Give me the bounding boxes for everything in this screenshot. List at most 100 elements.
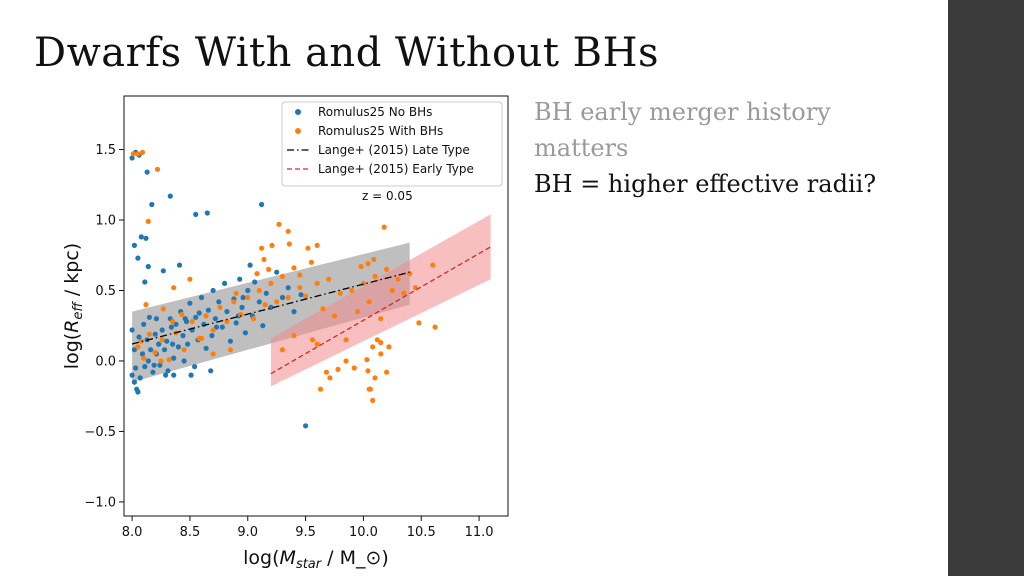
point-with-bh-100 [233,290,239,296]
y-tick-label-5: 1.5 [95,143,116,158]
point-no-bh-97 [213,324,220,330]
legend-marker-0 [295,109,301,115]
point-no-bh-43 [170,341,176,347]
point-no-bh-90 [188,372,194,378]
legend-label-0: Romulus25 No BHs [318,105,432,119]
point-with-bh-28 [231,299,237,305]
point-with-bh-61 [432,324,438,330]
point-no-bh-57 [198,294,205,301]
point-with-bh-12 [179,311,185,318]
point-with-bh-64 [269,242,275,248]
x-tick-label-1: 8.5 [180,525,201,540]
point-with-bh-36 [279,273,286,279]
point-with-bh-33 [262,302,268,308]
point-no-bh-96 [196,310,202,316]
point-with-bh-40 [303,293,309,299]
point-with-bh-72 [358,263,364,270]
point-with-bh-95 [227,347,233,353]
point-with-bh-84 [372,375,378,381]
point-with-bh-102 [266,266,272,272]
point-with-bh-65 [286,241,292,247]
point-no-bh-26 [139,351,146,357]
point-with-bh-77 [364,357,370,363]
point-no-bh-51 [185,341,191,347]
point-with-bh-48 [349,287,355,294]
point-with-bh-29 [238,311,244,318]
point-no-bh-9 [204,210,210,216]
point-with-bh-6 [285,228,291,234]
point-with-bh-5 [276,221,282,227]
note-merger-history: BH early merger history matters [534,98,831,162]
point-with-bh-80 [318,386,324,392]
point-with-bh-68 [261,256,267,263]
point-with-bh-35 [274,299,280,305]
point-with-bh-79 [327,375,333,381]
point-no-bh-44 [171,355,177,361]
point-with-bh-91 [314,341,320,347]
point-no-bh-71 [237,276,243,282]
legend-label-3: Lange+ (2015) Early Type [318,162,474,176]
point-no-bh-91 [208,368,214,374]
notes-panel: BH early merger history matters BH = hig… [534,94,914,202]
point-no-bh-6 [149,201,155,208]
point-no-bh-38 [159,327,165,333]
x-tick-label-3: 9.5 [295,525,316,540]
point-with-bh-14 [138,338,144,344]
point-with-bh-58 [407,271,413,277]
point-no-bh-94 [168,324,174,330]
point-with-bh-4 [145,218,151,224]
y-tick-label-1: −0.5 [84,425,116,440]
point-with-bh-37 [285,294,291,301]
point-no-bh-61 [209,333,215,339]
point-no-bh-54 [192,364,198,370]
point-with-bh-54 [384,266,390,272]
point-no-bh-64 [216,299,222,305]
y-tick-label-3: 0.5 [95,284,116,299]
point-with-bh-99 [170,318,176,325]
point-no-bh-55 [193,314,199,320]
point-no-bh-82 [274,269,280,275]
point-no-bh-32 [148,347,154,353]
point-with-bh-69 [297,272,303,278]
point-no-bh-23 [135,389,141,395]
axes: 8.0 8.5 9.0 9.5 10.0 10.5 11.0 −1.0 −0.5 0.0 0.5 1.… [84,95,509,540]
plot-frame [123,95,509,517]
x-tick-label-5: 10.5 [407,525,436,540]
point-with-bh-31 [250,316,257,322]
point-with-bh-19 [166,357,172,363]
point-no-bh-7 [167,193,173,199]
point-with-bh-45 [331,313,338,319]
point-no-bh-24 [137,375,143,381]
point-no-bh-85 [291,309,297,315]
point-no-bh-19 [133,365,139,371]
point-no-bh-16 [176,262,183,268]
point-no-bh-41 [165,368,171,374]
point-with-bh-101 [254,271,260,277]
point-no-bh-12 [143,235,149,241]
point-no-bh-10 [259,201,265,208]
point-with-bh-53 [378,316,384,322]
point-with-bh-38 [291,265,297,271]
point-with-bh-25 [210,327,216,333]
point-no-bh-74 [245,287,251,294]
point-no-bh-75 [247,262,253,268]
point-no-bh-80 [263,290,269,296]
point-no-bh-49 [181,358,187,364]
point-with-bh-30 [245,294,251,301]
point-no-bh-68 [227,338,233,344]
point-no-bh-5 [144,169,150,175]
point-no-bh-30 [145,358,151,364]
point-with-bh-56 [395,276,401,282]
point-with-bh-66 [305,245,311,251]
point-no-bh-21 [131,379,137,385]
point-no-bh-86 [298,292,304,298]
point-with-bh-98 [158,358,164,364]
point-no-bh-34 [152,331,158,337]
point-no-bh-0 [129,155,135,161]
x-axis-label: log(Mstar / M_⊙) [243,547,389,572]
point-with-bh-49 [355,309,361,315]
point-with-bh-46 [337,290,343,296]
note-effective-radii: BH = higher effective radii? [534,170,877,198]
point-no-bh-79 [260,323,266,329]
point-with-bh-94 [291,333,297,339]
